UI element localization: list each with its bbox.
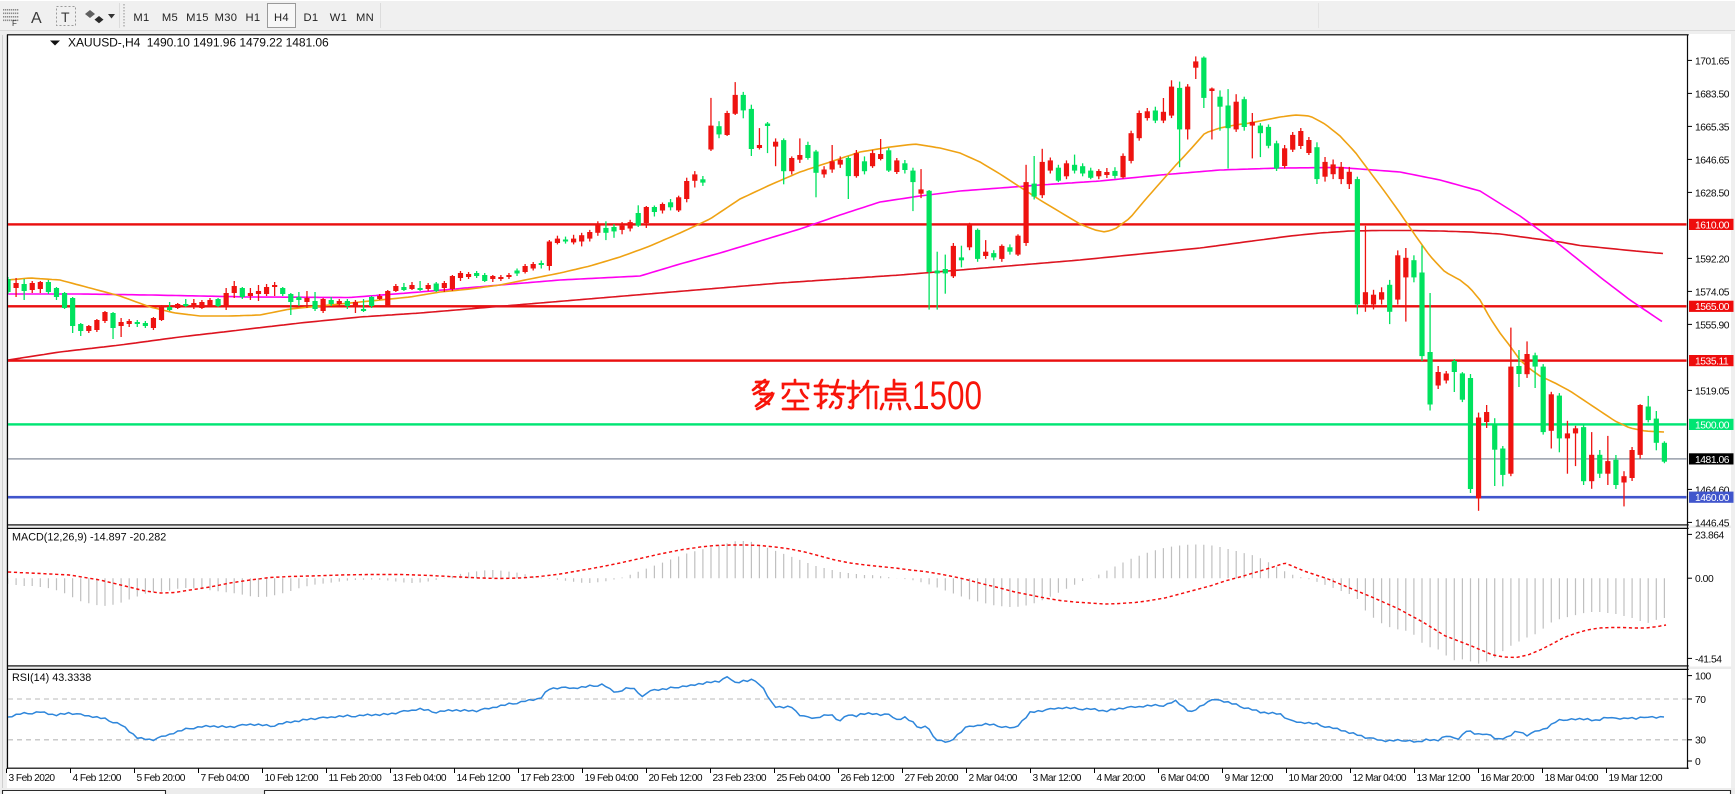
svg-text:0.00: 0.00 [1695, 574, 1714, 585]
svg-text:W1: W1 [330, 12, 347, 24]
svg-text:17 Feb 23:00: 17 Feb 23:00 [521, 773, 575, 784]
svg-text:4 Feb 12:00: 4 Feb 12:00 [73, 773, 122, 784]
svg-text:2 Mar 04:00: 2 Mar 04:00 [969, 773, 1018, 784]
svg-text:XAUUSD-,H4 1490.10 1491.96 14: XAUUSD-,H4 1490.10 1491.96 1479.22 1481.… [68, 36, 329, 50]
svg-text:1446.45: 1446.45 [1695, 518, 1730, 529]
svg-text:23 Feb 23:00: 23 Feb 23:00 [713, 773, 767, 784]
svg-text:5 Feb 20:00: 5 Feb 20:00 [137, 773, 186, 784]
svg-text:7 Feb 04:00: 7 Feb 04:00 [201, 773, 250, 784]
svg-text:T: T [61, 9, 70, 25]
svg-text:M30: M30 [215, 12, 238, 24]
svg-text:M1: M1 [133, 12, 149, 24]
svg-text:0: 0 [1695, 757, 1701, 768]
svg-text:1665.35: 1665.35 [1695, 122, 1730, 133]
svg-text:MN: MN [356, 12, 374, 24]
svg-text:D1: D1 [304, 12, 319, 24]
svg-text:20 Feb 12:00: 20 Feb 12:00 [649, 773, 703, 784]
svg-text:F: F [12, 19, 17, 28]
svg-text:19 Mar 12:00: 19 Mar 12:00 [1609, 773, 1663, 784]
svg-text:1701.65: 1701.65 [1695, 56, 1730, 67]
svg-text:70: 70 [1695, 695, 1706, 706]
svg-text:1610.00: 1610.00 [1695, 220, 1730, 231]
svg-text:3 Mar 12:00: 3 Mar 12:00 [1033, 773, 1082, 784]
svg-text:MACD(12,26,9) -14.897 -20.282: MACD(12,26,9) -14.897 -20.282 [12, 532, 166, 544]
svg-text:26 Feb 12:00: 26 Feb 12:00 [841, 773, 895, 784]
svg-text:18 Mar 04:00: 18 Mar 04:00 [1545, 773, 1599, 784]
svg-text:1646.65: 1646.65 [1695, 155, 1730, 166]
svg-text:4 Mar 20:00: 4 Mar 20:00 [1097, 773, 1146, 784]
svg-text:1500: 1500 [912, 374, 982, 418]
svg-text:25 Feb 04:00: 25 Feb 04:00 [777, 773, 831, 784]
svg-text:1535.11: 1535.11 [1695, 357, 1729, 368]
svg-text:30: 30 [1695, 736, 1706, 747]
svg-text:1574.05: 1574.05 [1695, 287, 1730, 298]
svg-text:100: 100 [1695, 672, 1712, 683]
svg-text:10 Mar 20:00: 10 Mar 20:00 [1289, 773, 1343, 784]
svg-text:10 Feb 12:00: 10 Feb 12:00 [265, 773, 319, 784]
svg-text:3 Feb 2020: 3 Feb 2020 [9, 773, 56, 784]
svg-text:19 Feb 04:00: 19 Feb 04:00 [585, 773, 639, 784]
svg-text:27 Feb 20:00: 27 Feb 20:00 [905, 773, 959, 784]
svg-text:A: A [31, 10, 42, 27]
svg-text:1555.90: 1555.90 [1695, 320, 1730, 331]
svg-text:1683.50: 1683.50 [1695, 89, 1730, 100]
svg-text:11 Feb 20:00: 11 Feb 20:00 [329, 773, 383, 784]
svg-text:H4: H4 [274, 12, 289, 24]
svg-text:-41.54: -41.54 [1695, 654, 1722, 665]
svg-text:1565.00: 1565.00 [1695, 302, 1730, 313]
svg-text:12 Mar 04:00: 12 Mar 04:00 [1353, 773, 1407, 784]
svg-text:1628.50: 1628.50 [1695, 188, 1730, 199]
svg-text:23.864: 23.864 [1695, 530, 1725, 541]
svg-text:13 Mar 12:00: 13 Mar 12:00 [1417, 773, 1471, 784]
svg-text:1464.60: 1464.60 [1695, 485, 1730, 496]
svg-text:16 Mar 20:00: 16 Mar 20:00 [1481, 773, 1535, 784]
svg-text:M5: M5 [162, 12, 178, 24]
svg-text:M15: M15 [186, 12, 209, 24]
svg-text:H1: H1 [246, 12, 261, 24]
svg-text:1592.20: 1592.20 [1695, 254, 1730, 265]
svg-text:1500.00: 1500.00 [1695, 420, 1730, 431]
svg-text:1519.05: 1519.05 [1695, 386, 1730, 397]
svg-text:9 Mar 12:00: 9 Mar 12:00 [1225, 773, 1274, 784]
svg-text:13 Feb 04:00: 13 Feb 04:00 [393, 773, 447, 784]
svg-text:1460.00: 1460.00 [1695, 493, 1730, 504]
svg-text:1481.06: 1481.06 [1695, 455, 1730, 466]
svg-text:RSI(14) 43.3338: RSI(14) 43.3338 [12, 672, 91, 684]
svg-text:6 Mar 04:00: 6 Mar 04:00 [1161, 773, 1210, 784]
svg-text:14 Feb 12:00: 14 Feb 12:00 [457, 773, 511, 784]
